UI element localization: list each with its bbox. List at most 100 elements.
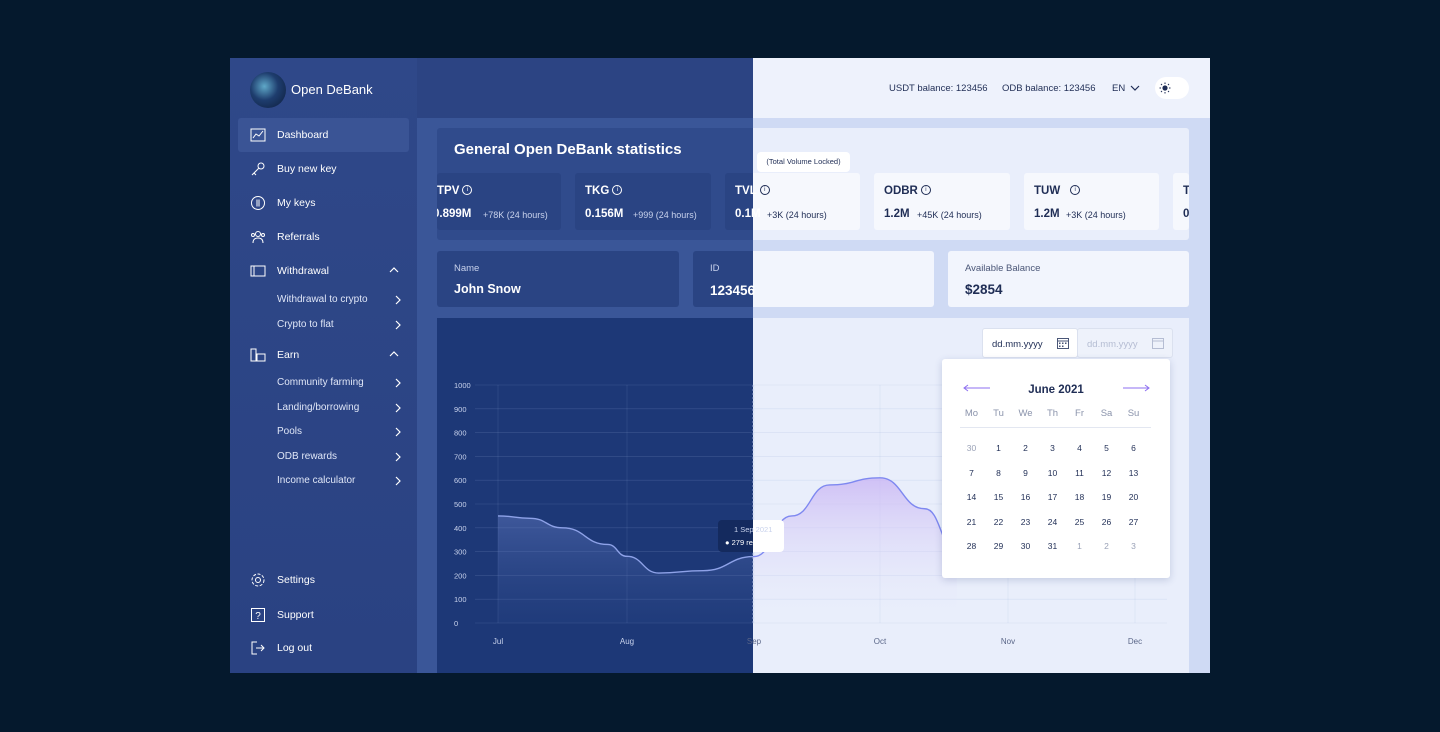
sidebar-subitem-odb-rewards[interactable]: ODB rewards: [277, 448, 402, 468]
date-to-input[interactable]: dd.mm.yyyy: [1077, 328, 1173, 358]
calendar-day[interactable]: 28: [966, 541, 977, 551]
calendar-day[interactable]: 10: [1047, 468, 1058, 478]
sidebar-item-earn[interactable]: Earn: [238, 338, 409, 372]
stat-change: +45K (24 hours): [917, 210, 982, 220]
calendar-weekday: Mo: [964, 408, 979, 419]
calendar-day[interactable]: 30: [1020, 541, 1031, 551]
calendar-day[interactable]: 3: [1050, 443, 1055, 453]
key-icon: [251, 162, 265, 176]
name-label: Name: [454, 263, 480, 274]
date-picker-calendar: June 2021 Mo Tu We Th Fr Sa Su 30 1 2 3 4 5 6 7 8 9 10 11 1…: [942, 359, 1170, 578]
sidebar-item-withdrawal[interactable]: Withdrawal: [238, 254, 409, 288]
language-select[interactable]: EN: [1112, 83, 1126, 94]
calendar-day[interactable]: 18: [1074, 492, 1085, 502]
calendar-day[interactable]: 14: [966, 492, 977, 502]
calendar-day[interactable]: 23: [1020, 517, 1031, 527]
balance-box: Available Balance $2854: [948, 251, 1189, 307]
sidebar-subitem-pools[interactable]: Pools: [277, 423, 402, 443]
calendar-day[interactable]: 16: [1020, 492, 1031, 502]
sidebar-subitem-community-farming[interactable]: Community farming: [277, 374, 402, 394]
stat-card-odbr[interactable]: ODBR i 1.2M +45K (24 hours): [874, 173, 1010, 230]
stat-name: ODBR i: [884, 185, 931, 197]
series-area: [498, 515, 753, 623]
next-month-arrow-icon[interactable]: [1121, 383, 1151, 393]
sidebar-item-my-keys[interactable]: My keys: [238, 186, 409, 220]
sidebar-item-support[interactable]: ? Support: [238, 598, 409, 632]
calendar-month: June 2021: [1028, 384, 1084, 396]
calendar-day[interactable]: 12: [1101, 468, 1112, 478]
sidebar-subitem-income-calculator[interactable]: Income calculator: [277, 472, 402, 492]
sidebar-item-settings[interactable]: Settings: [238, 563, 409, 597]
calendar-day[interactable]: 25: [1074, 517, 1085, 527]
calendar-icon: [1057, 338, 1069, 349]
coin-icon: [251, 196, 265, 210]
x-tick-label: Sep: [747, 637, 762, 646]
calendar-day[interactable]: 27: [1128, 517, 1139, 527]
calendar-day[interactable]: 15: [993, 492, 1004, 502]
theme-toggle[interactable]: [1155, 77, 1189, 99]
stat-card-tuw[interactable]: TUW i 1.2M +3K (24 hours): [1024, 173, 1159, 230]
calendar-day[interactable]: 19: [1101, 492, 1112, 502]
stats-title: General Open DeBank statistics: [454, 141, 682, 158]
tooltip-date: 1 Sep 2021: [734, 525, 773, 534]
sidebar-item-buy-key[interactable]: Buy new key: [238, 152, 409, 186]
stat-card-partial[interactable]: T 0: [1173, 173, 1189, 230]
calendar-day[interactable]: 29: [993, 541, 1004, 551]
chevron-right-icon: [395, 452, 401, 462]
calendar-day[interactable]: 22: [993, 517, 1004, 527]
stat-change: +3K (24 hours): [767, 210, 827, 220]
y-tick-label: 200: [454, 571, 467, 580]
stat-card-tkg[interactable]: TKG i 0.156M +999 (24 hours): [575, 173, 711, 230]
sidebar: Open DeBank Dashboard Buy new key My key…: [230, 58, 417, 673]
calendar-day[interactable]: 1: [1077, 541, 1082, 551]
calendar-day[interactable]: 7: [969, 468, 974, 478]
stat-name: TVL i: [735, 185, 770, 197]
calendar-day[interactable]: 26: [1101, 517, 1112, 527]
sidebar-item-referrals[interactable]: Referrals: [238, 220, 409, 254]
calendar-day[interactable]: 6: [1131, 443, 1136, 453]
logo-icon: [250, 72, 286, 108]
sidebar-subitem-withdrawal-crypto[interactable]: Withdrawal to crypto: [277, 291, 402, 311]
calendar-weekday: Fr: [1075, 408, 1084, 419]
date-from-input[interactable]: dd.mm.yyyy: [982, 328, 1078, 358]
calendar-day[interactable]: 1: [996, 443, 1001, 453]
calendar-day[interactable]: 3: [1131, 541, 1136, 551]
y-tick-label: 900: [454, 405, 467, 414]
calendar-day[interactable]: 31: [1047, 541, 1058, 551]
chevron-right-icon: [395, 378, 401, 388]
calendar-day[interactable]: 21: [966, 517, 977, 527]
calendar-day[interactable]: 17: [1047, 492, 1058, 502]
sidebar-item-label: Earn: [277, 349, 300, 361]
chevron-down-icon[interactable]: [1130, 85, 1140, 92]
x-tick-label: Oct: [874, 637, 887, 646]
calendar-day[interactable]: 2: [1104, 541, 1109, 551]
y-tick-label: 300: [454, 548, 467, 557]
prev-month-arrow-icon[interactable]: [962, 383, 992, 393]
sidebar-subitem-crypto-flat[interactable]: Crypto to flat: [277, 316, 402, 336]
series-line: [497, 515, 753, 574]
calendar-day[interactable]: 8: [996, 468, 1001, 478]
calendar-weekday: Sa: [1100, 408, 1113, 419]
calendar-day[interactable]: 9: [1023, 468, 1028, 478]
calendar-day[interactable]: 24: [1047, 517, 1058, 527]
odb-balance: ODB balance: 123456: [1002, 83, 1096, 94]
sidebar-item-dashboard[interactable]: Dashboard: [238, 118, 409, 152]
sidebar-item-label: Dashboard: [277, 129, 329, 141]
chevron-right-icon: [395, 427, 401, 437]
calendar-day[interactable]: 4: [1077, 443, 1082, 453]
sidebar-subitem-landing[interactable]: Landing/borrowing: [277, 399, 402, 419]
sidebar-item-logout[interactable]: Log out: [238, 631, 409, 665]
calendar-day[interactable]: 11: [1075, 468, 1084, 478]
info-icon: i: [1070, 185, 1081, 195]
y-tick-label: 800: [454, 429, 467, 438]
subitem-label: ODB rewards: [277, 451, 338, 462]
calendar-day[interactable]: 5: [1104, 443, 1109, 453]
calendar-day[interactable]: 2: [1023, 443, 1028, 453]
stat-card-tvl[interactable]: TVL i 0.1M +3K (24 hours): [725, 173, 860, 230]
calendar-day[interactable]: 20: [1128, 492, 1139, 502]
calendar-weekday: Th: [1046, 408, 1059, 419]
calendar-icon: [1152, 338, 1164, 349]
calendar-day[interactable]: 30: [966, 443, 977, 453]
calendar-day[interactable]: 13: [1128, 468, 1139, 478]
